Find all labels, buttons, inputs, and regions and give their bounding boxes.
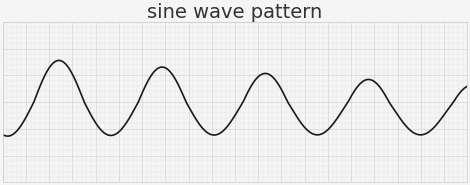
Title: sine wave pattern: sine wave pattern [148,3,322,22]
